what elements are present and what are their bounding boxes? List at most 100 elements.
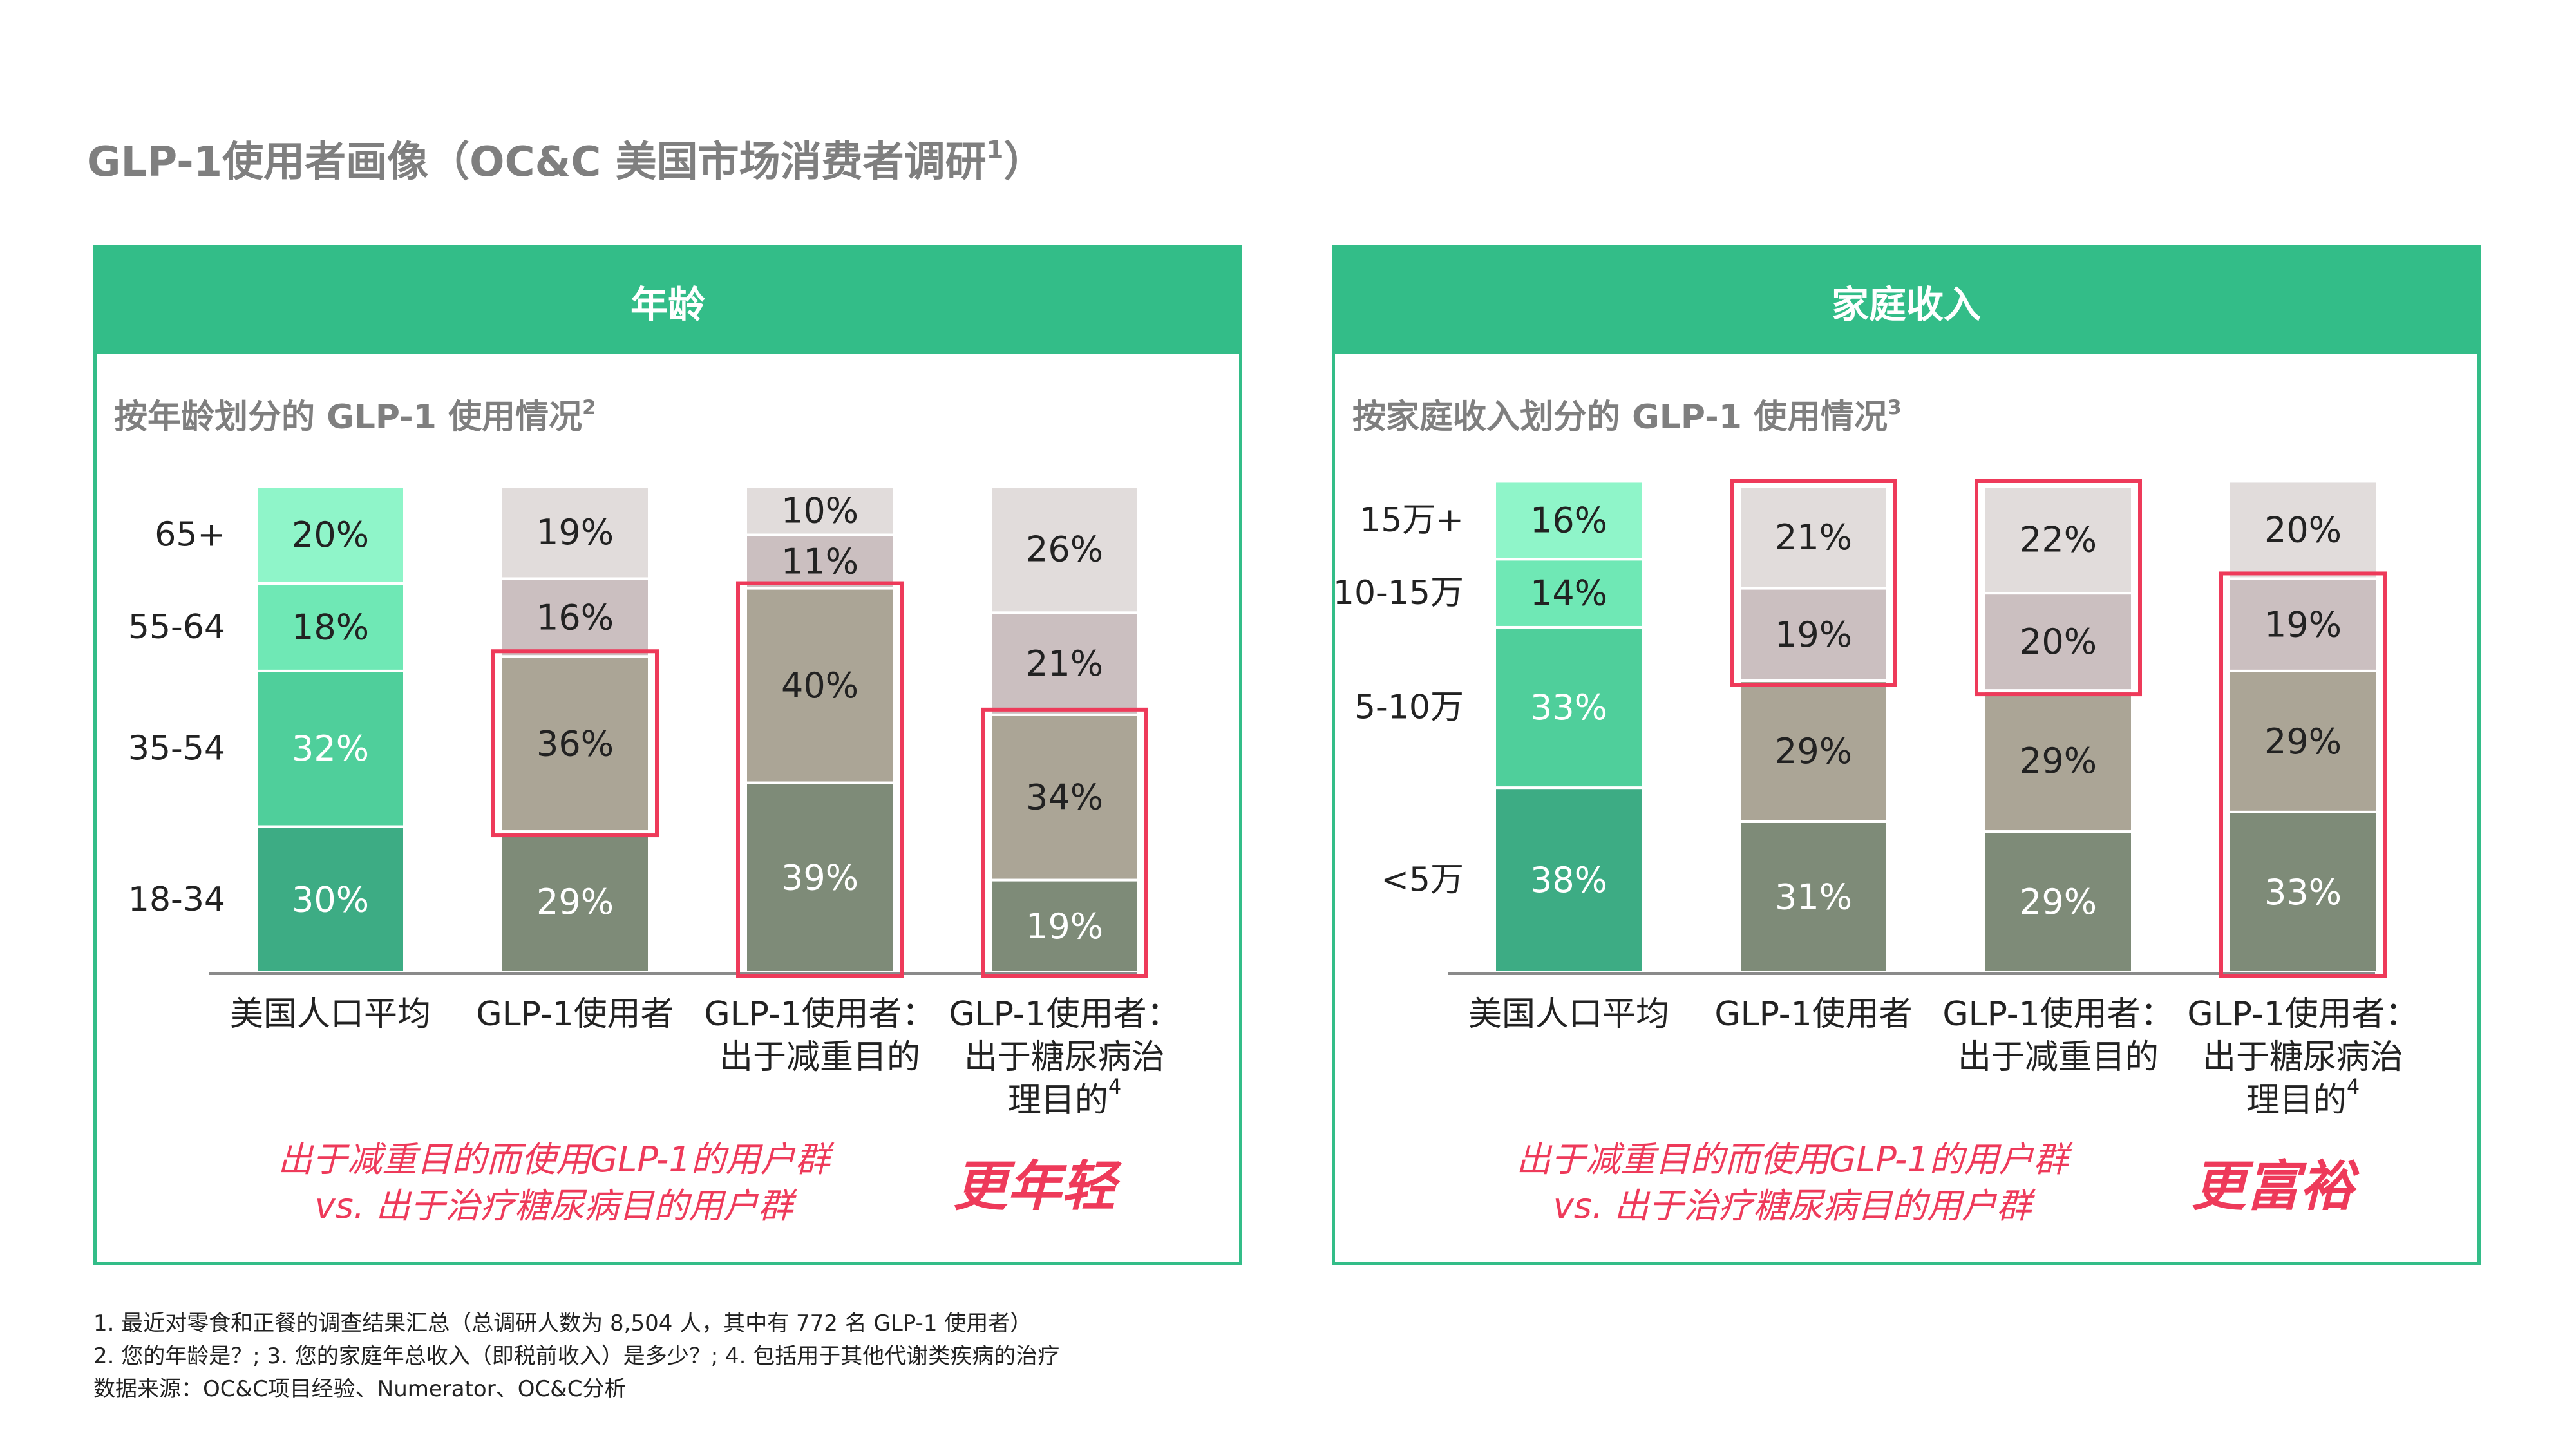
age-bar-0-65+ <box>255 485 406 585</box>
income-value-label-2-5-10万: 29% <box>2020 741 2097 781</box>
income-bar-3-<5万 <box>2228 810 2378 974</box>
age-value-label-0-65+: 20% <box>292 515 369 555</box>
income-category-label-3-line-0: GLP-1使用者： <box>2187 995 2418 1034</box>
footnote-source: 数据来源：OC&C项目经验、Numerator、OC&C分析 <box>93 1376 627 1402</box>
age-bar-3-18-34 <box>989 878 1140 974</box>
income-value-label-0-5-10万: 33% <box>1530 687 1607 728</box>
age-panel-header: 年龄 <box>97 248 1239 354</box>
age-category-label-3-line-2: 理目的4 <box>1008 1074 1121 1120</box>
age-series-label-65+: 65+ <box>155 516 225 554</box>
income-chart-title-text: 按家庭收入划分的 GLP-1 使用情况 <box>1352 398 1888 437</box>
income-value-label-0-10-15万: 14% <box>1530 573 1607 614</box>
footnotes: 1. 最近对零食和正餐的调查结果汇总（总调研人数为 8,504 人，其中有 77… <box>93 1307 1059 1406</box>
age-value-label-2-65+: 10% <box>781 490 858 531</box>
slide-title-text: GLP-1使用者画像（OC&C 美国市场消费者调研 <box>87 138 987 186</box>
age-bar-1-18-34 <box>500 830 650 974</box>
age-bar-3-55-64 <box>989 611 1140 716</box>
income-value-label-1-10-15万: 19% <box>1775 614 1852 655</box>
income-bar-1-<5万 <box>1738 820 1889 974</box>
income-conclusion: 出于减重目的而使用GLP-1的用户群 vs. 出于治疗糖尿病目的用户群 <box>1470 1137 2114 1229</box>
income-value-label-3-5-10万: 29% <box>2264 721 2342 762</box>
income-bar-1-5-10万 <box>1738 679 1889 823</box>
income-bar-1-15万+ <box>1738 485 1889 590</box>
age-highlight-box-1 <box>736 581 904 978</box>
income-category-label-3-line-2: 理目的4 <box>2246 1074 2360 1120</box>
age-category-footnote-ref-3: 4 <box>1108 1074 1121 1099</box>
income-value-label-0-<5万: 38% <box>1530 860 1607 900</box>
age-category-label-1-line-0: GLP-1使用者 <box>476 995 674 1034</box>
age-panel: 年龄 按年龄划分的 GLP-1 使用情况2 30% 18-34 32% 35-54 18… <box>93 245 1242 1265</box>
income-highlight-box-1 <box>1975 479 2142 697</box>
age-highlight: 更年轻 <box>953 1155 1116 1218</box>
income-conclusion-line-2: vs. 出于治疗糖尿病目的用户群 <box>1553 1186 2032 1226</box>
income-bar-2-15万+ <box>1983 485 2134 595</box>
age-value-label-3-65+: 26% <box>1026 529 1103 570</box>
income-series-label-<5万: <5万 <box>1381 861 1464 900</box>
age-category-label-2-line-0: GLP-1使用者： <box>704 995 935 1034</box>
age-bar-2-18-34 <box>744 781 895 974</box>
income-chart-title-footnote-ref: 3 <box>1888 396 1902 420</box>
age-value-label-0-55-64: 18% <box>292 607 369 647</box>
age-bar-2-55-64 <box>744 533 895 590</box>
income-bar-2-10-15万 <box>1983 592 2134 692</box>
age-value-label-3-18-34: 19% <box>1026 906 1103 947</box>
slide-title: GLP-1使用者画像（OC&C 美国市场消费者调研1） <box>87 129 1045 188</box>
income-value-label-2-10-15万: 20% <box>2020 621 2097 662</box>
income-value-label-3-10-15万: 19% <box>2264 605 2342 645</box>
income-highlight-box-2 <box>2219 571 2387 978</box>
income-value-label-1-15万+: 21% <box>1775 517 1852 558</box>
income-stacked-bar-chart: 38% <5万 33% 5-10万 14% 10-15万 16% 15万+ 美国人口平均 31% 2… <box>1335 479 2419 1120</box>
income-bar-3-5-10万 <box>2228 669 2378 813</box>
age-series-label-55-64: 55-64 <box>128 608 225 647</box>
income-bar-3-15万+ <box>2228 480 2378 580</box>
income-series-label-5-10万: 5-10万 <box>1354 688 1464 727</box>
income-category-label-1-line-0: GLP-1使用者 <box>1714 995 1912 1034</box>
age-value-label-1-65+: 19% <box>536 512 614 553</box>
income-series-label-10-15万: 10-15万 <box>1335 574 1464 612</box>
age-value-label-0-35-54: 32% <box>292 728 369 769</box>
income-value-label-2-15万+: 22% <box>2020 520 2097 560</box>
age-conclusion: 出于减重目的而使用GLP-1的用户群 vs. 出于治疗糖尿病目的用户群 <box>232 1137 876 1229</box>
age-series-label-35-54: 35-54 <box>128 730 225 768</box>
income-panel-header: 家庭收入 <box>1335 248 2477 354</box>
age-value-label-2-35-54: 40% <box>781 665 858 706</box>
age-stacked-bar-chart: 30% 18-34 32% 35-54 18% 55-64 20% 65+ 美国人口平均 29% 3… <box>128 485 1180 1120</box>
age-bar-2-35-54 <box>744 587 895 784</box>
age-bar-1-35-54 <box>500 655 650 833</box>
age-bar-2-65+ <box>744 485 895 536</box>
income-highlight-box-0 <box>1730 479 1897 687</box>
age-highlight-box-2 <box>981 707 1148 978</box>
income-panel: 家庭收入 按家庭收入划分的 GLP-1 使用情况3 38% <5万 33% 5-10万… <box>1332 245 2481 1265</box>
age-bar-1-55-64 <box>500 577 650 658</box>
age-conclusion-line-2: vs. 出于治疗糖尿病目的用户群 <box>314 1186 793 1226</box>
age-bar-3-65+ <box>989 485 1140 614</box>
age-value-label-1-55-64: 16% <box>536 597 614 638</box>
income-value-label-1-<5万: 31% <box>1775 876 1852 917</box>
footnote-2: 2. 您的年龄是？; 3. 您的家庭年总收入（即税前收入）是多少？; 4. 包括… <box>93 1343 1060 1369</box>
age-series-label-18-34: 18-34 <box>128 880 225 919</box>
age-chart-title: 按年龄划分的 GLP-1 使用情况2 <box>114 390 596 438</box>
income-bar-3-10-15万 <box>2228 577 2378 672</box>
income-value-label-3-<5万: 33% <box>2264 872 2342 913</box>
age-category-label-0-line-0: 美国人口平均 <box>230 995 431 1034</box>
age-value-label-1-35-54: 36% <box>536 724 614 764</box>
income-value-label-0-15万+: 16% <box>1530 500 1607 540</box>
income-bar-0-5-10万 <box>1493 625 1644 790</box>
age-category-label-3-line-0: GLP-1使用者： <box>949 995 1180 1034</box>
age-conclusion-line-1: 出于减重目的而使用GLP-1的用户群 <box>278 1139 830 1180</box>
income-bar-1-10-15万 <box>1738 587 1889 682</box>
age-value-label-3-35-54: 34% <box>1026 777 1103 818</box>
income-highlight: 更富裕 <box>2192 1155 2354 1218</box>
income-value-label-2-<5万: 29% <box>2020 882 2097 922</box>
income-category-label-3-line-1: 出于糖尿病治 <box>2202 1038 2403 1077</box>
age-category-label-3-line-1: 出于糖尿病治 <box>964 1038 1165 1077</box>
income-bar-0-15万+ <box>1493 480 1644 561</box>
income-category-label-2-line-1: 出于减重目的 <box>1958 1038 2159 1077</box>
slide-title-close: ） <box>1003 138 1045 186</box>
income-series-label-15万+: 15万+ <box>1359 501 1464 540</box>
age-bar-0-35-54 <box>255 669 406 828</box>
slide-title-footnote-ref: 1 <box>986 136 1004 166</box>
footnote-1: 1. 最近对零食和正餐的调查结果汇总（总调研人数为 8,504 人，其中有 77… <box>93 1311 1032 1336</box>
income-value-label-3-15万+: 20% <box>2264 509 2342 550</box>
age-bar-0-18-34 <box>255 825 406 974</box>
